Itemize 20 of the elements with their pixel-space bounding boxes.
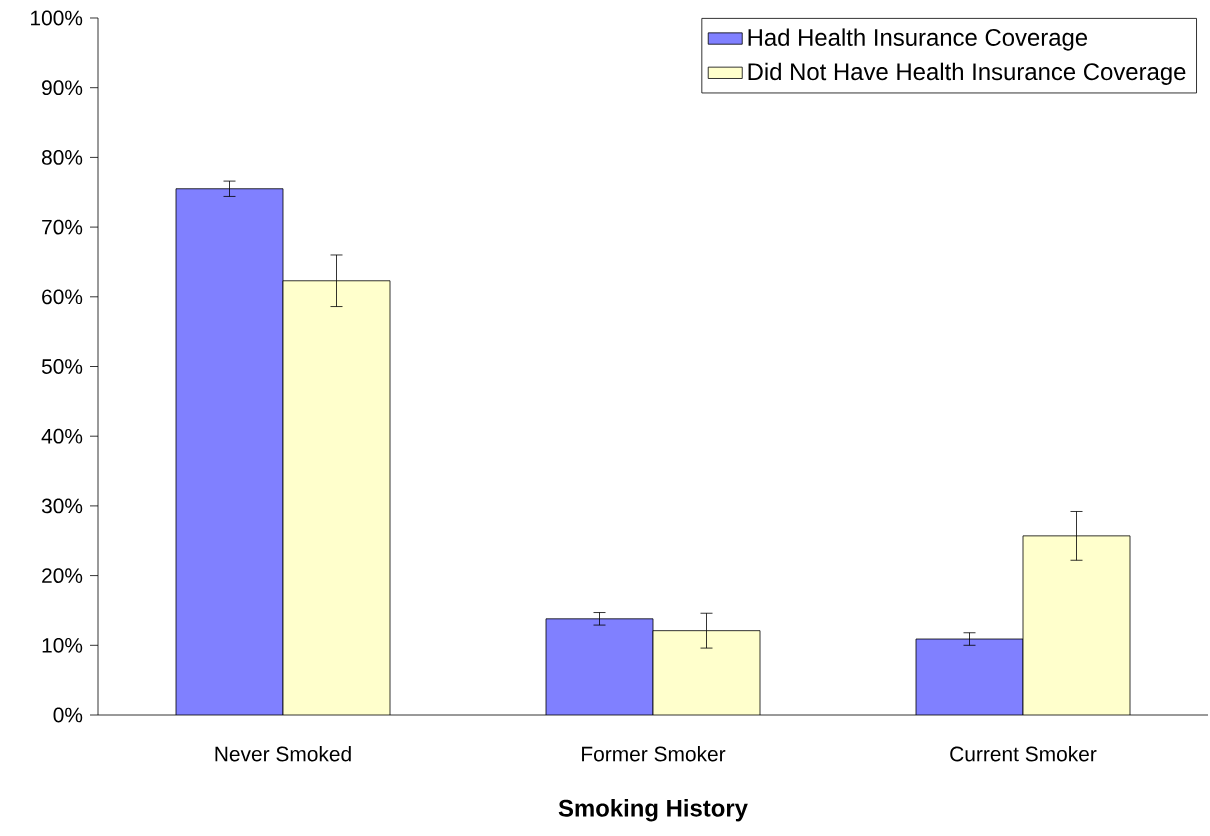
y-tick-label: 40% (41, 428, 83, 444)
y-tick-label: 0% (53, 707, 83, 723)
y-tick-label: 50% (41, 359, 83, 374)
y-tick-label: 10% (42, 637, 83, 653)
x-tick-label: Never Smoked (215, 746, 351, 762)
legend-label: Did Not Have Health Insurance Coverage (748, 62, 1186, 85)
y-tick-label: 60% (42, 289, 83, 305)
y-tick-label: 20% (42, 568, 83, 584)
bar (915, 638, 1024, 715)
bar (176, 188, 283, 715)
y-tick-label: 90% (42, 80, 83, 96)
x-axis-title: Smoking History (558, 799, 748, 822)
y-tick-label: 80% (41, 150, 83, 165)
y-tick-label: 100% (31, 10, 83, 26)
y-tick-label: 30% (41, 498, 83, 514)
y-tick-label: 70% (42, 219, 83, 235)
x-tick-label: Former Smoker (582, 746, 726, 762)
legend-label: Had Health Insurance Coverage (748, 28, 1088, 51)
bar (546, 618, 654, 715)
x-tick-label: Current Smoker (950, 746, 1097, 762)
